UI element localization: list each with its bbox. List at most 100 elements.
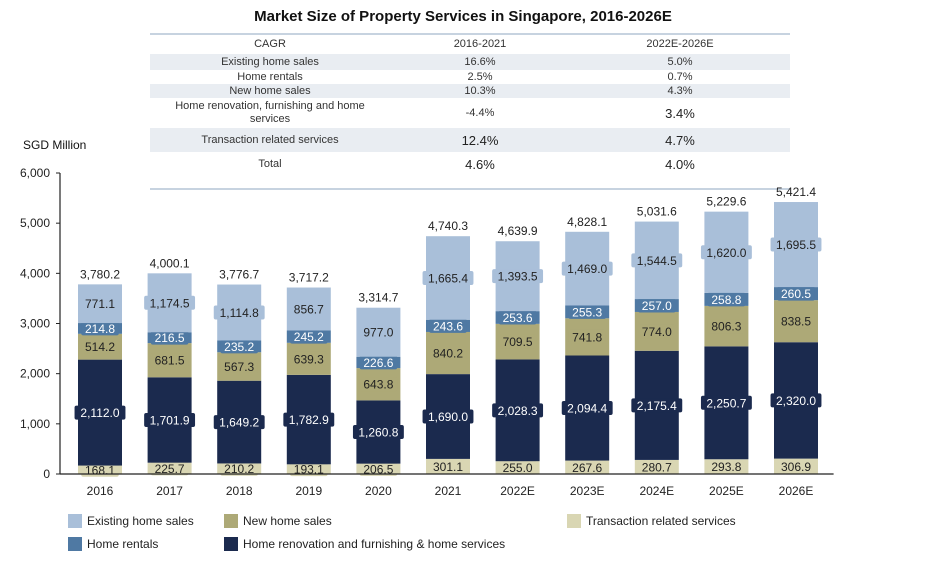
x-tick-label: 2022E: [500, 484, 535, 498]
cagr-row-label: Home renovation, furnishing and home ser…: [175, 100, 365, 125]
cagr-row-p1: -4.4%: [465, 107, 495, 119]
y-tick-label: 6,000: [20, 166, 50, 180]
legend-label: New home sales: [243, 514, 332, 528]
total-label: 3,780.2: [80, 267, 120, 281]
data-label-box: [81, 296, 119, 311]
cagr-row-p2: 4.3%: [570, 84, 790, 98]
total-label: 4,828.1: [567, 215, 607, 229]
data-label: 514.2: [85, 340, 115, 354]
data-label: 214.8: [85, 322, 115, 336]
data-label-box: [777, 314, 815, 329]
data-label: 210.2: [224, 462, 254, 476]
data-label-box: [359, 325, 398, 340]
data-label-box: [220, 461, 258, 476]
data-label: 225.7: [155, 462, 185, 476]
y-tick-label: 0: [43, 467, 50, 481]
data-label-box: [422, 270, 474, 285]
data-label-box: [150, 330, 189, 345]
data-label-box: [568, 460, 606, 475]
data-label-box: [352, 425, 404, 440]
legend-item-existing-home-sales: Existing home sales: [68, 514, 194, 528]
data-label: 216.5: [155, 331, 185, 345]
legend-swatch: [68, 537, 82, 551]
cagr-row-p1: 2.5%: [467, 71, 493, 83]
cagr-table: CAGR 2016-2021 2022E-2026E Existing home…: [150, 34, 790, 176]
data-label: 1,701.9: [150, 413, 190, 427]
legend-label: Transaction related services: [586, 514, 736, 528]
data-label-box: [150, 353, 189, 368]
data-label-box: [81, 339, 119, 354]
data-label: 774.0: [642, 325, 672, 339]
legend-label: Home renovation and furnishing & home se…: [243, 537, 506, 551]
data-label: 1,690.0: [428, 410, 468, 424]
cagr-header-label: CAGR: [254, 38, 286, 50]
data-label-box: [359, 377, 398, 392]
data-label: 977.0: [363, 326, 393, 340]
data-label: 1,174.5: [150, 296, 190, 310]
data-label-box: [700, 245, 752, 260]
total-label: 4,000.1: [150, 256, 190, 270]
data-label: 258.8: [711, 293, 741, 307]
data-label: 301.1: [433, 460, 463, 474]
data-label: 293.8: [711, 460, 741, 474]
cagr-row-p1: 12.4%: [390, 128, 570, 152]
data-label-box: [359, 461, 398, 476]
data-label: 2,094.4: [567, 402, 607, 416]
data-label: 280.7: [642, 460, 672, 474]
data-label: 681.5: [155, 354, 185, 368]
data-label-box: [290, 351, 328, 366]
data-label-box: [638, 324, 676, 339]
data-label: 1,620.0: [706, 246, 746, 260]
data-label-box: [359, 355, 398, 370]
data-label: 838.5: [781, 315, 811, 329]
cagr-row: Home renovation, furnishing and home ser…: [150, 98, 790, 128]
x-tick-label: 2023E: [570, 484, 605, 498]
data-label: 2,320.0: [776, 394, 816, 408]
data-label: 771.1: [85, 297, 115, 311]
x-tick-label: 2019: [295, 484, 322, 498]
total-label: 4,639.9: [498, 224, 538, 238]
data-label-box: [770, 393, 822, 408]
cagr-row-p1: 10.3%: [390, 84, 570, 98]
cagr-row-p1: 16.6%: [390, 54, 570, 70]
total-label: 3,314.7: [358, 291, 398, 305]
data-label-box: [561, 401, 613, 416]
data-label-box: [631, 398, 683, 413]
chart-title: Market Size of Property Services in Sing…: [254, 8, 672, 25]
table-top-rule: [150, 33, 790, 35]
cagr-row: Home rentals 2.5% 0.7%: [150, 70, 790, 84]
data-label-box: [770, 237, 822, 252]
cagr-row: Total 4.6% 4.0%: [150, 152, 790, 176]
data-label: 1,544.5: [637, 254, 677, 268]
data-label: 1,114.8: [220, 306, 259, 320]
data-label-box: [568, 329, 606, 344]
data-label: 1,665.4: [428, 271, 468, 285]
data-label-box: [283, 412, 335, 427]
cagr-row-p2: 4.7%: [570, 128, 790, 152]
data-label-box: [492, 269, 544, 284]
total-label: 5,421.4: [776, 185, 816, 199]
data-label-box: [144, 295, 196, 310]
data-label-box: [700, 395, 752, 410]
data-label: 2,028.3: [498, 404, 538, 418]
data-label: 257.0: [642, 299, 672, 313]
data-label: 206.5: [363, 462, 393, 476]
x-tick-label: 2017: [156, 484, 183, 498]
cagr-row: New home sales 10.3% 4.3%: [150, 84, 790, 98]
data-label-box: [429, 318, 467, 333]
cagr-row: Existing home sales 16.6% 5.0%: [150, 54, 790, 70]
data-label: 255.0: [503, 461, 533, 475]
total-label: 3,717.2: [289, 271, 329, 285]
legend-swatch: [224, 537, 238, 551]
legend-swatch: [224, 514, 238, 528]
data-label: 1,695.5: [776, 238, 816, 252]
data-label-box: [422, 409, 474, 424]
data-label-box: [707, 319, 746, 334]
cagr-row-label: Home rentals: [237, 71, 303, 83]
data-label-box: [498, 460, 537, 475]
data-label-box: [638, 298, 676, 313]
data-label: 267.6: [572, 461, 602, 475]
data-label-box: [707, 459, 746, 474]
data-label: 639.3: [294, 352, 324, 366]
